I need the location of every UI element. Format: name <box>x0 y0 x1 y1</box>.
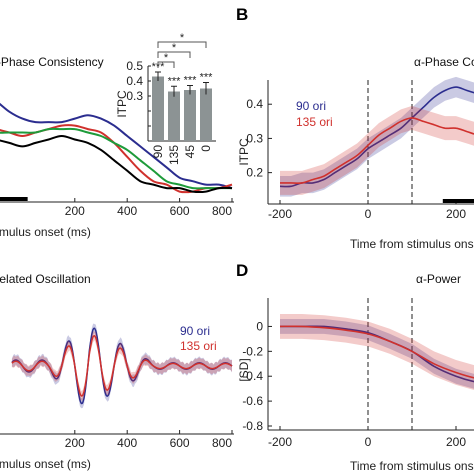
inset-comparison-bracket <box>157 61 175 68</box>
panel-b-y-tick-label: 0.3 <box>246 131 263 145</box>
panel-a-x-tick-label: 200 <box>65 204 85 218</box>
panel-d-y-tick-label: -0.8 <box>242 419 263 433</box>
panel-d-xlabel: Time from stimulus onset (ms) <box>350 459 474 473</box>
panel-b-xlabel: Time from stimulus onset (ms) <box>350 237 474 251</box>
panel-d-y-tick-label: -0.2 <box>242 344 263 358</box>
panel-c-xlabel: Time from stimulus onset (ms) <box>0 457 91 471</box>
panel-b-legend-90: 90 ori <box>296 99 326 113</box>
panel-c-series-line-1 <box>11 335 233 397</box>
inset-comparison-star: * <box>180 32 185 44</box>
panel-a-xlabel: Time from stimulus onset (ms) <box>0 225 91 239</box>
inset-bar-stars: *** <box>168 75 182 87</box>
inset-comparison-bracket <box>157 51 191 58</box>
panel-d-y-tick-label: 0 <box>256 319 263 333</box>
panel-b-x-tick-label: 200 <box>446 207 466 221</box>
inset-comparison-bracket <box>157 41 207 48</box>
inset-category-label: 90 <box>151 145 165 159</box>
panel-d-x-tick-label: 200 <box>446 435 466 449</box>
panel-c-title: Event-Related Oscillation <box>0 272 91 286</box>
inset-bar-stars: *** <box>200 72 214 84</box>
panel-b-title: α-Phase Consistency <box>414 55 474 69</box>
panel-a-series-line-1 <box>0 124 233 194</box>
panel-b-series-line-0 <box>279 86 474 188</box>
panel-b-legend-135: 135 ori <box>296 115 333 129</box>
panel-a-x-tick-label: 400 <box>117 204 137 218</box>
inset-bar-45 <box>184 90 196 141</box>
panel-c-x-tick-label: 400 <box>117 436 137 450</box>
panel-c-x-tick-label: 800 <box>212 436 232 450</box>
panel-d-label: D <box>236 261 248 280</box>
panel-d-series-line-1 <box>279 325 474 379</box>
inset-y-tick-label: 0.3 <box>126 89 143 103</box>
panel-a-x-tick-label: 600 <box>170 204 190 218</box>
panel-d-x-tick-label: -200 <box>268 435 292 449</box>
inset-comparison-star: * <box>164 52 169 64</box>
panel-b-x-tick-label: -200 <box>268 207 292 221</box>
chart-layer: 200 400 600 8000.30.50.4ITPC***90***135***4… <box>0 32 474 450</box>
panel-b-y-tick-label: 0.4 <box>246 97 263 111</box>
inset-y-tick-label: 0.5 <box>126 59 143 73</box>
panel-b-ylabel: ITPC <box>237 138 251 166</box>
panel-b-label: B <box>236 5 248 24</box>
inset-bar-0 <box>200 88 212 141</box>
inset-comparison-star: * <box>172 42 177 54</box>
panel-d-x-tick-label: 0 <box>365 435 372 449</box>
inset-category-label: 45 <box>183 145 197 159</box>
inset-bar-135 <box>168 91 180 141</box>
panel-b-y-tick-label: 0.2 <box>246 166 263 180</box>
panel-d-y-tick-label: -0.4 <box>242 369 263 383</box>
panel-d-title: α-Power <box>416 272 461 286</box>
panel-a-title: α-Phase Consistency <box>0 55 104 69</box>
panel-b-x-tick-label: 0 <box>365 207 372 221</box>
panel-a-series-line-3 <box>0 134 233 194</box>
panel-c-legend-90: 90 ori <box>180 324 210 338</box>
panel-b-series-line-1 <box>280 117 474 184</box>
panel-d-error-band-1 <box>280 314 474 391</box>
inset-bar-90 <box>152 76 164 141</box>
panel-d-y-tick-label: -0.6 <box>242 394 263 408</box>
panel-c-legend-135: 135 ori <box>180 339 217 353</box>
panel-d-ylabel: [SD] <box>237 358 251 381</box>
panel-c-x-tick-label: 200 <box>65 436 85 450</box>
panel-a-series-line-0 <box>0 102 233 190</box>
inset-y-label: ITPC <box>115 90 129 118</box>
inset-bar-stars: *** <box>184 75 198 87</box>
inset-category-label: 0 <box>199 145 213 152</box>
inset-y-tick-label: 0.4 <box>126 74 143 88</box>
inset-category-label: 135 <box>167 145 181 165</box>
panel-c-x-tick-label: 600 <box>170 436 190 450</box>
panel-a-x-tick-label: 800 <box>212 204 232 218</box>
panel-a-series-line-2 <box>0 127 232 190</box>
